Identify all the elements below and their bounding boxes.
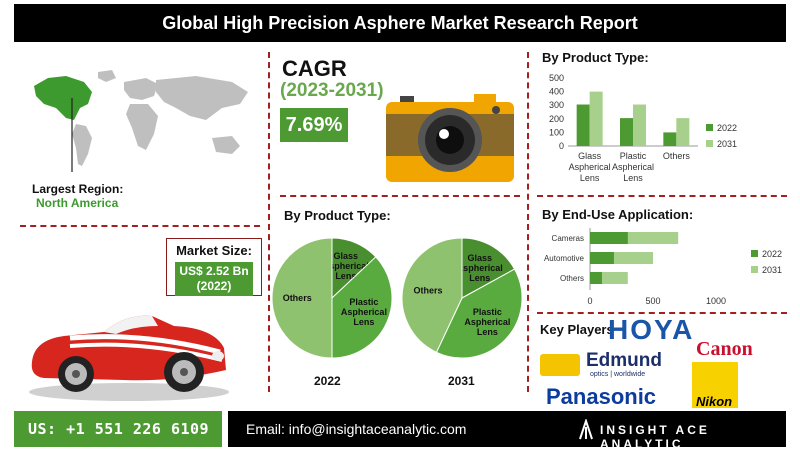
- divider-left: [268, 52, 270, 392]
- x-tick-label: Lens: [623, 173, 643, 183]
- bar-2031-2: [676, 118, 690, 146]
- x-tick-label: 1000: [706, 296, 726, 306]
- pie-slice-label: Aspherical: [323, 261, 369, 271]
- largest-region-value: North America: [36, 196, 119, 210]
- y-tick-label: Others: [560, 274, 584, 283]
- legend-label-2031: 2031: [717, 139, 737, 149]
- report-title: Global High Precision Asphere Market Res…: [14, 4, 786, 42]
- pie-slice-label: Lens: [477, 327, 498, 337]
- x-tick-label: Glass: [578, 151, 602, 161]
- legend-swatch-2022: [751, 250, 758, 257]
- cagr-years: (2023-2031): [280, 80, 384, 101]
- pie-chart-2031: GlassAsphericalLensPlasticAsphericalLens…: [401, 237, 523, 359]
- canon-logo: Canon: [696, 338, 753, 360]
- edmund-tagline: optics | worldwide: [590, 371, 646, 378]
- pie-chart-2022: GlassAsphericalLensPlasticAsphericalLens…: [271, 237, 393, 359]
- car-illustration: [29, 315, 229, 401]
- pie-slice-2: [401, 237, 463, 353]
- legend-label-2022: 2022: [762, 249, 782, 259]
- pie-slice-label: Glass: [467, 253, 492, 263]
- largest-region-label: Largest Region:: [32, 182, 124, 196]
- cagr-title: CAGR: [282, 56, 347, 81]
- footer-brand: INSIGHT ACE ANALYTIC: [600, 423, 710, 450]
- bar-2022-1: [620, 118, 633, 146]
- pie-slice-0: [461, 237, 516, 299]
- legend-swatch-2022: [706, 124, 713, 131]
- market-size-box: Market Size: US$ 2.52 Bn (2022): [166, 238, 262, 296]
- market-size-title: Market Size:: [176, 243, 252, 258]
- bar-2022-0: [590, 232, 628, 244]
- y-tick-label: 200: [549, 114, 564, 124]
- x-tick-label: 0: [587, 296, 592, 306]
- market-size-year: (2022): [196, 279, 232, 293]
- panasonic-logo: Panasonic: [546, 384, 657, 409]
- x-tick-label: Lens: [580, 173, 600, 183]
- pie-slice-label: Plastic: [473, 307, 502, 317]
- x-tick-label: Aspherical: [569, 162, 611, 172]
- enduse-bar-title: By End-Use Application:: [542, 207, 694, 222]
- pie-slice-label: Lens: [335, 271, 356, 281]
- x-tick-label: 500: [645, 296, 660, 306]
- product-bar-title: By Product Type:: [542, 50, 649, 65]
- divider-left-h: [20, 225, 260, 227]
- y-tick-label: Automotive: [544, 254, 585, 263]
- divider-right-h2: [537, 312, 787, 314]
- y-tick-label: 0: [559, 141, 564, 151]
- legend-swatch-2031: [706, 140, 713, 147]
- edmund-logo-badge: [540, 354, 580, 376]
- market-size-value-box: US$ 2.52 Bn (2022): [175, 262, 253, 296]
- bar-2031-1: [633, 104, 646, 146]
- bar-2022-1: [590, 252, 614, 264]
- y-tick-label: 500: [549, 73, 564, 83]
- x-tick-label: Aspherical: [612, 162, 654, 172]
- pie-slice-label: Others: [414, 285, 443, 295]
- pie-slice-label: Aspherical: [464, 317, 510, 327]
- pie-year-2031: 2031: [448, 374, 475, 388]
- pie-slice-label: Glass: [334, 251, 359, 261]
- pie-slice-label: Plastic: [349, 297, 378, 307]
- bar-2022-2: [663, 132, 677, 146]
- x-tick-label: Others: [663, 151, 691, 161]
- y-tick-label: Cameras: [552, 234, 584, 243]
- key-players-title: Key Players: [540, 322, 614, 337]
- pie-slice-label: Lens: [469, 273, 490, 283]
- pie-section-title: By Product Type:: [284, 208, 391, 223]
- bar-2031-0: [589, 91, 603, 146]
- market-size-value: US$ 2.52 Bn: [179, 264, 249, 278]
- hoya-logo: HOYA: [608, 314, 695, 345]
- pie-slice-label: Aspherical: [341, 307, 387, 317]
- pie-slice-1: [435, 268, 523, 359]
- pie-slice-label: Lens: [353, 317, 374, 327]
- divider-right-h: [537, 195, 787, 197]
- legend-label-2031: 2031: [762, 265, 782, 275]
- legend-label-2022: 2022: [717, 123, 737, 133]
- pie-slice-1: [331, 256, 393, 359]
- camera-illustration: [386, 94, 514, 182]
- pie-slice-label: Aspherical: [457, 263, 503, 273]
- nikon-logo-badge: [692, 362, 738, 408]
- footer-email[interactable]: Email: info@insightaceanalytic.com: [246, 421, 467, 437]
- divider-mid-h: [280, 195, 520, 197]
- y-tick-label: 100: [549, 127, 564, 137]
- x-tick-label: Plastic: [620, 151, 647, 161]
- nikon-logo: Nikon: [696, 394, 733, 409]
- divider-right: [527, 52, 529, 392]
- pie-slice-label: Others: [283, 293, 312, 303]
- brand-logo-icon: [579, 419, 593, 440]
- y-tick-label: 400: [549, 87, 564, 97]
- edmund-logo: Edmund: [586, 350, 662, 371]
- world-map: [34, 70, 248, 172]
- pie-year-2022: 2022: [314, 374, 341, 388]
- footer-bar: Email: info@insightaceanalytic.com INSIG…: [228, 411, 786, 450]
- pie-slice-2: [271, 237, 333, 359]
- y-tick-label: 300: [549, 100, 564, 110]
- bar-2022-0: [576, 104, 590, 146]
- product-type-bar-chart: 0100200300400500GlassAsphericalLensPlast…: [549, 73, 737, 183]
- bar-2022-2: [590, 272, 602, 284]
- end-use-bar-chart: 0 500 1000 Cameras Automotive Others 2022 2031: [544, 228, 782, 306]
- legend-swatch-2031: [751, 266, 758, 273]
- footer-phone: US: +1 551 226 6109: [14, 411, 222, 447]
- cagr-value: 7.69%: [280, 108, 348, 142]
